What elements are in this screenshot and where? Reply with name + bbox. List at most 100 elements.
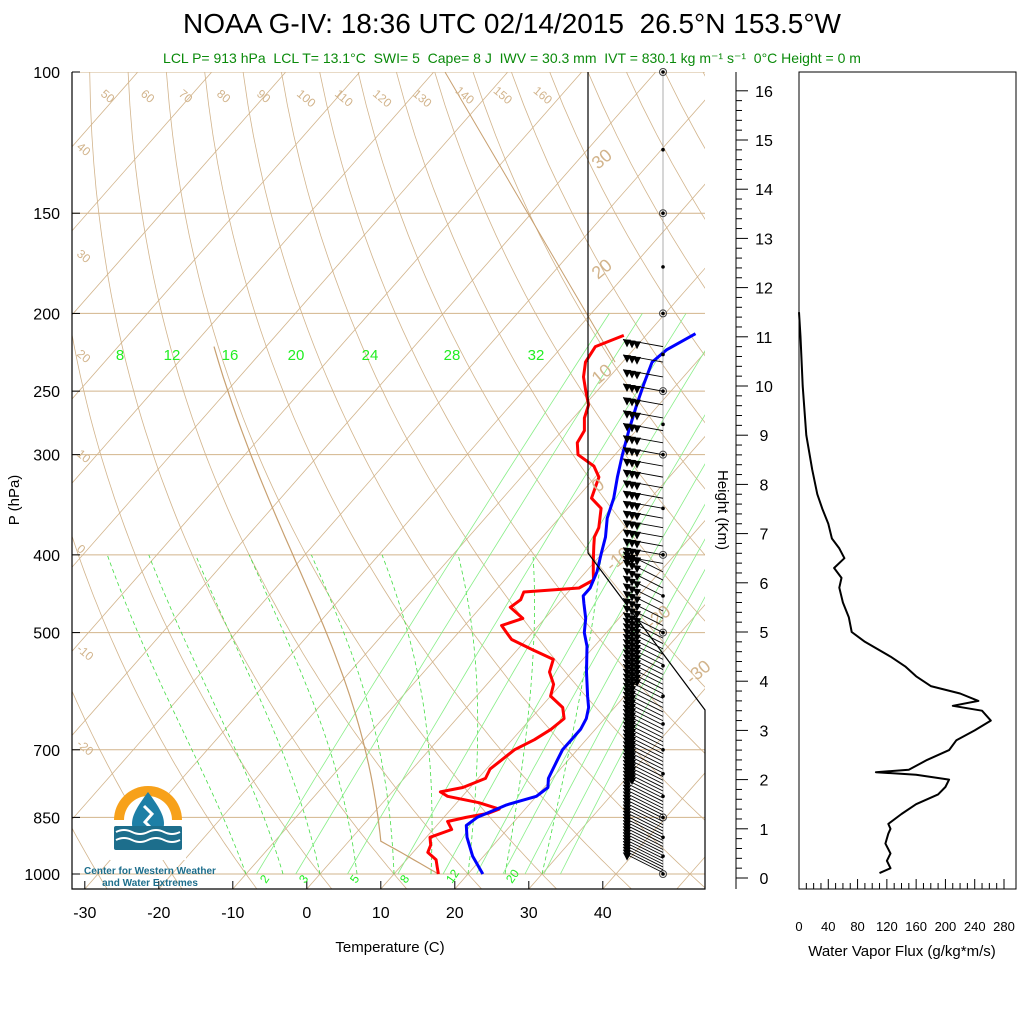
wind-flag: [633, 492, 641, 501]
wind-flag: [623, 575, 631, 584]
wind-flag: [633, 502, 641, 511]
wind-flag: [628, 732, 636, 741]
height-tick-label: 1: [760, 822, 769, 839]
wind-flag: [628, 657, 636, 666]
y-tick-label: 250: [33, 384, 60, 401]
wind-flag: [623, 644, 631, 653]
wind-barb: [622, 819, 664, 841]
wind-dot: [661, 815, 665, 820]
height-tick-label: 13: [755, 231, 773, 248]
wind-barb: [622, 791, 664, 813]
moist-adiabat-line: [457, 554, 479, 875]
calm-circle: [659, 550, 667, 559]
wind-flag: [633, 471, 641, 480]
wind-flag: [628, 740, 636, 749]
wind-barb: [622, 852, 664, 874]
y-tick-label: 1000: [24, 867, 60, 884]
wind-flag: [633, 610, 641, 619]
isotherm-label: -30: [682, 656, 715, 688]
y-tick-label: 150: [33, 206, 60, 223]
wind-flag: [633, 356, 641, 365]
wind-flag: [633, 628, 641, 637]
wind-barb: [622, 804, 664, 826]
wind-flag: [623, 583, 631, 592]
wind-barb: [622, 846, 664, 868]
wind-flag: [628, 586, 636, 595]
wind-flag: [623, 560, 631, 569]
wind-flag: [633, 644, 641, 653]
wind-flag: [623, 639, 631, 648]
height-tick-label: 10: [755, 379, 773, 396]
wind-dot: [661, 422, 665, 427]
height-tick-label: 4: [760, 674, 769, 691]
wind-flag: [628, 711, 636, 720]
x-tick-label: -20: [147, 905, 170, 922]
isotherm-line: [72, 72, 509, 568]
wind-flag: [623, 682, 631, 691]
wind-dot: [661, 70, 665, 74]
calm-circle: [659, 870, 667, 878]
wind-flag: [628, 744, 636, 753]
wind-flag: [633, 664, 641, 673]
wind-flag: [633, 482, 641, 491]
wvf-frame: [798, 71, 1017, 890]
y-tick-label: 400: [33, 548, 60, 565]
dry-adiabat-line: [434, 72, 705, 556]
wind-barb: [622, 807, 664, 829]
theta-label: 140: [453, 84, 478, 108]
chart-title: NOAA G-IV: 18:36 UTC 02/14/2015 26.5°N 1…: [183, 8, 841, 39]
wind-barb: [622, 813, 664, 835]
dry-adiabat-line: [204, 72, 633, 889]
wind-flag: [623, 756, 631, 765]
logo-caption: Center for Western Weather and Water Ext…: [70, 866, 230, 890]
wind-flag: [623, 852, 631, 861]
wind-flag: [623, 591, 631, 600]
wind-flag: [628, 554, 636, 563]
moist-adiabat-line: [148, 554, 284, 875]
wind-flag: [633, 649, 641, 658]
dry-adiabat-line: [89, 72, 408, 889]
wind-flag: [633, 549, 641, 558]
y-tick-label: 850: [33, 810, 60, 827]
skewt-frame: [71, 72, 706, 890]
wind-barb: [622, 837, 664, 859]
wind-flag: [628, 707, 636, 716]
dry-adiabat-line: [319, 72, 705, 754]
wind-flag: [633, 588, 641, 597]
y-tick-label: 500: [33, 626, 60, 643]
wind-flag: [628, 715, 636, 724]
wind-flag: [623, 654, 631, 663]
wind-flag: [623, 709, 631, 718]
dry-adiabat-line: [127, 72, 483, 889]
wind-flag: [623, 733, 631, 742]
wind-flag: [623, 737, 631, 746]
wind-flag: [623, 673, 631, 682]
wind-flag: [633, 678, 641, 687]
isotherm-label: 10: [588, 360, 616, 388]
wind-flag: [628, 676, 636, 685]
wind-flag: [623, 634, 631, 643]
dry-adiabat-line: [0, 35, 33, 891]
wind-flag: [628, 694, 636, 703]
mixing-ratio-label-lower: 20: [503, 866, 522, 885]
wind-dot: [661, 311, 665, 316]
isotherm-line: [72, 72, 213, 232]
height-tick-label: 7: [760, 527, 769, 544]
wind-barb: [622, 840, 664, 862]
wind-dot: [661, 352, 665, 357]
wind-flag: [623, 612, 631, 621]
wvf-tick-label: 280: [993, 919, 1015, 934]
wind-flag: [623, 752, 631, 761]
mixing-ratio-label: 32: [528, 347, 545, 364]
wind-flag: [623, 568, 631, 577]
wind-flag: [623, 669, 631, 678]
height-tick-label: 5: [760, 625, 769, 642]
wind-flag: [633, 633, 641, 642]
wind-flag: [628, 680, 636, 689]
x-axis-label: Temperature (C): [335, 939, 444, 956]
dry-adiabat-line: [280, 72, 705, 821]
wvf-tick-label: 120: [876, 919, 898, 934]
wind-flag: [633, 580, 641, 589]
wind-flag: [628, 600, 636, 609]
wind-barb: [622, 797, 664, 819]
